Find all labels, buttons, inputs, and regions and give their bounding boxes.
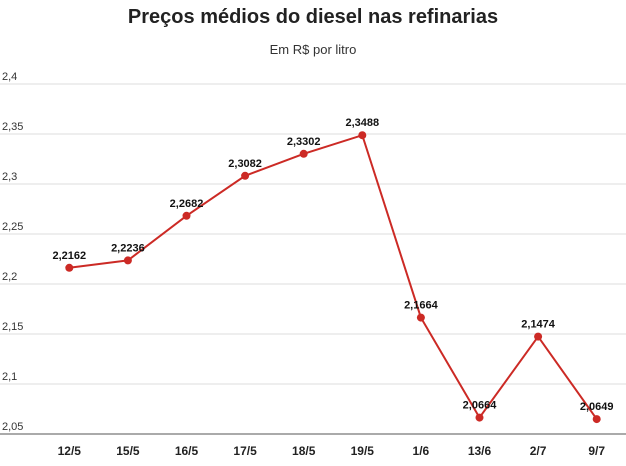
series-diesel-price (65, 131, 601, 424)
data-label: 2,2682 (170, 198, 204, 210)
data-label: 2,2236 (111, 242, 145, 254)
data-point (241, 171, 250, 180)
data-point (182, 211, 191, 220)
y-tick-label: 2,25 (2, 221, 23, 233)
data-label: 2,0649 (580, 401, 614, 413)
data-point (416, 313, 425, 322)
x-tick-label: 1/6 (413, 444, 430, 458)
y-tick-label: 2,15 (2, 321, 23, 333)
data-point (123, 256, 132, 265)
data-label: 2,3488 (345, 117, 379, 129)
data-point (592, 415, 601, 424)
y-tick-label: 2,05 (2, 421, 23, 433)
x-tick-label: 17/5 (233, 444, 257, 458)
y-tick-label: 2,1 (2, 371, 17, 383)
x-tick-label: 16/5 (175, 444, 199, 458)
x-tick-label: 9/7 (588, 444, 605, 458)
x-tick-label: 15/5 (116, 444, 140, 458)
x-tick-label: 2/7 (530, 444, 547, 458)
y-axis-ticks: 2,05 2,1 2,15 2,2 2,25 2,3 2,35 2,4 (2, 71, 23, 433)
data-point (299, 149, 308, 158)
chart-title: Preços médios do diesel nas refinarias (127, 6, 499, 28)
y-tick-label: 2,3 (2, 171, 17, 183)
x-tick-label: 18/5 (292, 444, 316, 458)
data-point (358, 131, 367, 140)
y-tick-label: 2,4 (2, 71, 17, 83)
gridlines (0, 83, 626, 435)
x-axis-ticks: 12/5 15/5 16/5 17/5 18/5 19/5 1/6 13/6 2/7 9/7 (58, 444, 606, 458)
x-tick-label: 13/6 (468, 444, 492, 458)
data-point (475, 413, 484, 422)
chart-subtitle: Em R$ por litro (269, 42, 357, 57)
y-tick-label: 2,35 (2, 121, 23, 133)
data-label: 2,3302 (287, 136, 321, 148)
data-labels: 2,2162 2,2236 2,2682 2,3082 2,3302 2,3488 2,16… (52, 117, 613, 413)
data-label: 2,1664 (404, 300, 439, 312)
x-tick-label: 12/5 (58, 444, 82, 458)
data-point (534, 332, 543, 341)
y-tick-label: 2,2 (2, 271, 17, 283)
data-label: 2,0664 (463, 400, 498, 412)
series-line (69, 133, 598, 420)
x-tick-label: 19/5 (351, 444, 375, 458)
data-label: 2,1474 (521, 319, 556, 331)
data-label: 2,3082 (228, 158, 262, 170)
data-label: 2,2162 (52, 250, 86, 262)
data-point (65, 263, 74, 272)
